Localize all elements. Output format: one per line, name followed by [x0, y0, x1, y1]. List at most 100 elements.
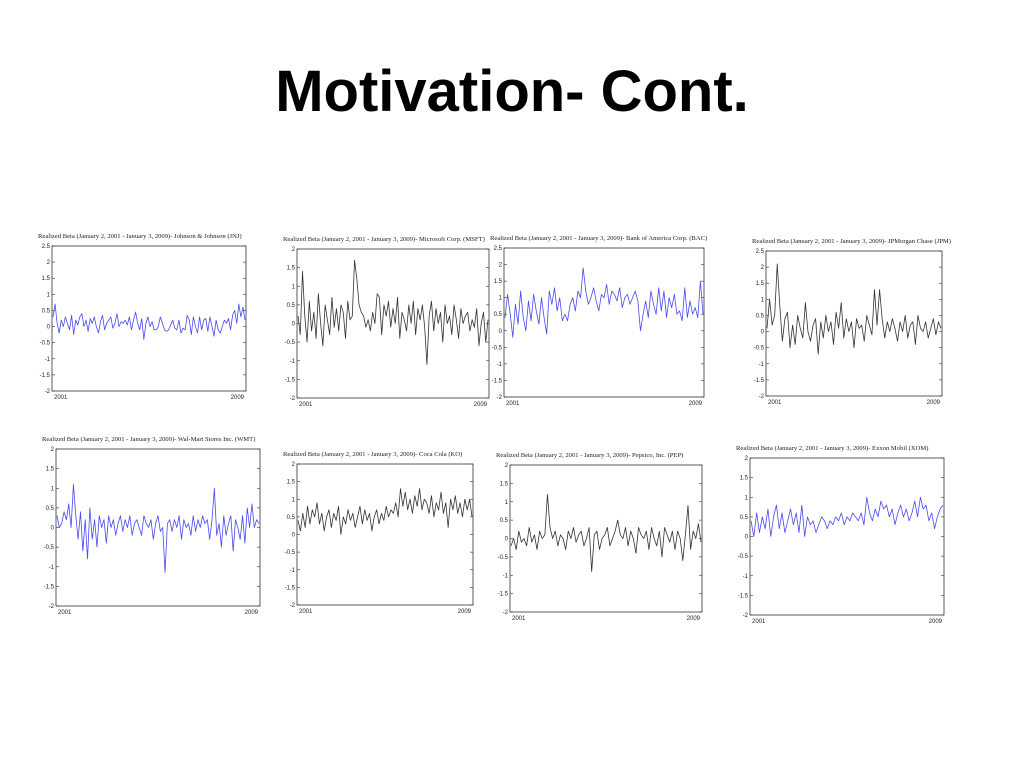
y-tick-label: -0.5 — [285, 550, 296, 556]
x-tick-label-start: 2001 — [512, 616, 526, 622]
x-tick-label-end: 2009 — [689, 401, 703, 407]
x-tick-label-start: 2001 — [506, 401, 520, 407]
y-tick-label: -0.5 — [738, 554, 749, 560]
y-tick-label: 0 — [292, 533, 296, 539]
beta-chart-msft: Realized Beta (January 2, 2001 - January… — [283, 236, 493, 410]
y-tick-label: -1 — [49, 565, 55, 571]
y-tick-label: -1.5 — [754, 378, 765, 384]
beta-chart-wmt: Realized Beta (January 2, 2001 - January… — [42, 436, 264, 618]
chart-caption: Realized Beta (January 2, 2001 - January… — [752, 238, 951, 245]
y-tick-label: -0.5 — [285, 340, 296, 346]
x-tick-label-end: 2009 — [927, 400, 941, 406]
beta-series-line — [56, 483, 260, 574]
plot-frame — [296, 463, 474, 606]
y-tick-label: 0.5 — [494, 312, 503, 318]
y-tick-label: 2.5 — [42, 244, 51, 250]
y-tick-label: 0.5 — [500, 518, 509, 524]
y-tick-label: -1.5 — [44, 584, 55, 590]
y-tick-label: 0 — [47, 325, 51, 331]
beta-series-line — [297, 488, 473, 535]
y-tick-label: -1 — [503, 573, 509, 579]
beta-chart-jnj: Realized Beta (January 2, 2001 - January… — [38, 233, 250, 403]
y-tick-label: -1.5 — [498, 592, 509, 598]
y-tick-label: -1 — [743, 574, 749, 580]
y-tick-label: -2 — [290, 396, 296, 402]
y-tick-label: -2 — [503, 610, 509, 616]
y-tick-label: -1 — [290, 568, 296, 574]
y-tick-label: 1 — [745, 495, 749, 501]
y-tick-label: 2 — [51, 447, 55, 453]
y-tick-label: 0.5 — [756, 313, 765, 319]
y-tick-label: 0.5 — [287, 515, 296, 521]
plot-frame — [51, 245, 247, 392]
y-tick-label: -0.5 — [40, 341, 51, 347]
plot-frame — [749, 457, 945, 616]
beta-series-line — [750, 496, 944, 537]
y-tick-label: -1.5 — [738, 593, 749, 599]
y-tick-label: 1 — [47, 292, 51, 298]
y-tick-label: 0.5 — [287, 303, 296, 309]
y-tick-label: 1.5 — [740, 476, 749, 482]
y-tick-label: -1.5 — [40, 373, 51, 379]
beta-series-line — [510, 494, 702, 572]
x-tick-label-end: 2009 — [231, 395, 245, 401]
y-tick-label: 2.5 — [756, 249, 765, 255]
y-tick-label: 0 — [499, 329, 503, 335]
beta-chart-pep: Realized Beta (January 2, 2001 - January… — [496, 452, 706, 624]
y-tick-label: 0.5 — [740, 515, 749, 521]
y-tick-label: 2 — [505, 463, 509, 469]
y-tick-label: -2 — [743, 613, 749, 619]
y-tick-label: 1 — [505, 500, 509, 506]
y-tick-label: -2 — [45, 389, 51, 395]
y-tick-label: -2 — [290, 603, 296, 609]
x-tick-label-end: 2009 — [929, 619, 943, 625]
chart-caption: Realized Beta (January 2, 2001 - January… — [490, 235, 708, 242]
beta-chart-xom: Realized Beta (January 2, 2001 - January… — [736, 445, 948, 627]
y-tick-label: 1.5 — [46, 467, 55, 473]
slide-title: Motivation- Cont. — [275, 59, 749, 124]
y-tick-label: 1 — [51, 486, 55, 492]
chart-caption: Realized Beta (January 2, 2001 - January… — [736, 445, 929, 452]
y-tick-label: 0 — [505, 537, 509, 543]
y-tick-label: 2 — [292, 462, 296, 468]
beta-chart-jpm: Realized Beta (January 2, 2001 - January… — [752, 238, 951, 408]
y-tick-label: 2 — [47, 260, 51, 266]
y-tick-label: 1.5 — [287, 266, 296, 272]
chart-caption: Realized Beta (January 2, 2001 - January… — [283, 451, 463, 458]
y-tick-label: 0.5 — [42, 308, 51, 314]
y-tick-label: 2 — [745, 456, 749, 462]
plot-frame — [765, 250, 943, 397]
y-tick-label: -0.5 — [754, 346, 765, 352]
x-tick-label-start: 2001 — [58, 610, 72, 616]
beta-series-line — [52, 303, 246, 340]
y-tick-label: 0 — [761, 330, 765, 336]
plot-frame — [296, 248, 490, 399]
beta-series-line — [766, 263, 942, 355]
x-tick-label-start: 2001 — [752, 619, 766, 625]
x-tick-label-end: 2009 — [458, 609, 472, 615]
y-tick-label: 0 — [292, 322, 296, 328]
y-tick-label: -1 — [497, 362, 503, 368]
y-tick-label: 1 — [292, 284, 296, 290]
y-tick-label: -1 — [45, 357, 51, 363]
plot-frame — [55, 448, 261, 607]
y-tick-label: 0 — [51, 526, 55, 532]
x-tick-label-start: 2001 — [768, 400, 782, 406]
y-tick-label: 1 — [499, 296, 503, 302]
y-tick-label: 2 — [499, 263, 503, 269]
y-tick-label: 2.5 — [494, 246, 503, 252]
y-tick-label: 1.5 — [42, 276, 51, 282]
beta-series-line — [297, 259, 489, 365]
beta-chart-ko: Realized Beta (January 2, 2001 - January… — [283, 451, 477, 617]
y-tick-label: -2 — [49, 604, 55, 610]
y-tick-label: 1.5 — [756, 281, 765, 287]
y-tick-label: 1.5 — [287, 480, 296, 486]
y-tick-label: -0.5 — [498, 555, 509, 561]
